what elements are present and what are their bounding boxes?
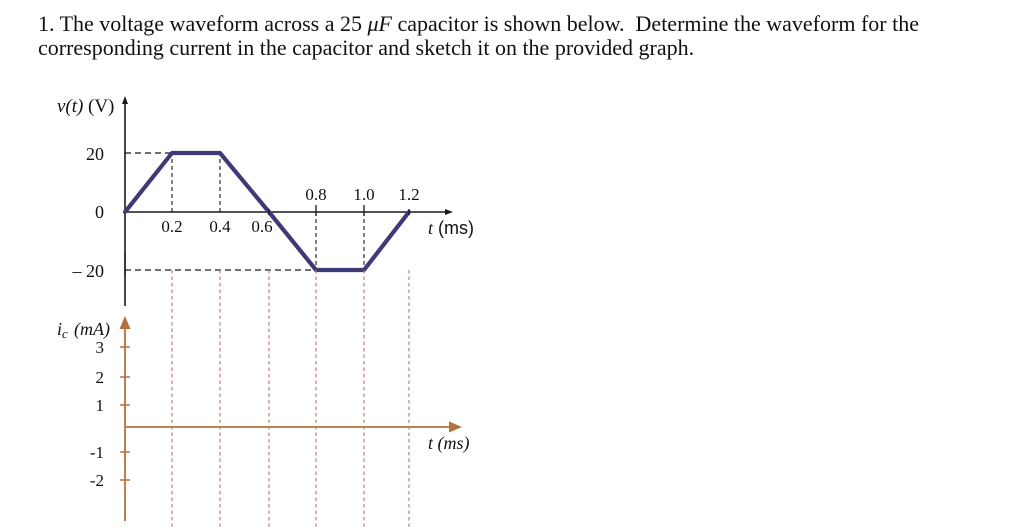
svg-text:0.8: 0.8 [305,185,326,204]
svg-text:2: 2 [96,368,105,387]
svg-text:0.4: 0.4 [209,217,231,236]
svg-text:0.2: 0.2 [161,217,182,236]
svg-text:v(t): v(t) [57,96,83,117]
svg-text:(V): (V) [88,96,114,117]
svg-text:t (ms): t (ms) [428,218,474,238]
svg-text:-1: -1 [90,443,104,462]
svg-text:1: 1 [96,396,105,415]
svg-text:1.0: 1.0 [353,185,374,204]
svg-text:1.2: 1.2 [398,185,419,204]
svg-text:– 20: – 20 [72,261,105,281]
svg-text:0: 0 [95,202,104,222]
svg-text:t (ms): t (ms) [428,433,470,454]
svg-text:-2: -2 [90,471,104,490]
svg-text:3: 3 [96,338,105,357]
svg-text:0.6: 0.6 [251,217,272,236]
svg-text:ic: ic [57,319,68,341]
svg-text:(mA): (mA) [74,319,110,340]
svg-text:20: 20 [86,144,104,164]
